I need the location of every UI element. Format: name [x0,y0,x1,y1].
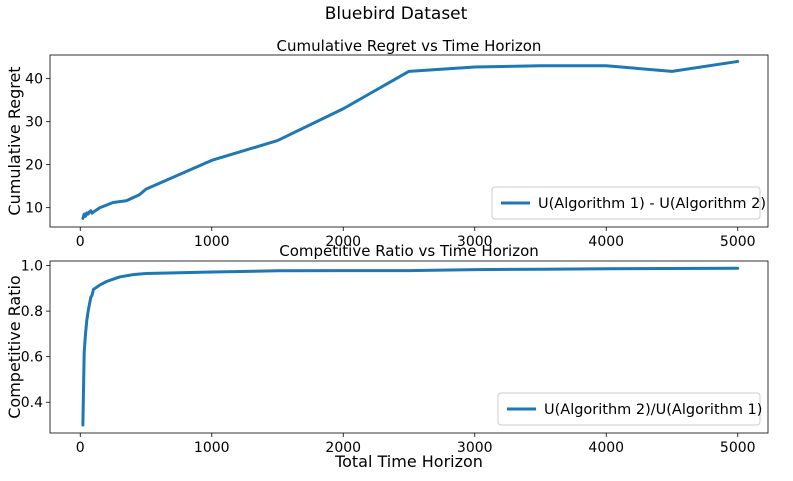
plot-area [49,54,769,228]
x-tick-label: 3000 [457,234,493,250]
x-tick-label: 0 [76,234,85,250]
legend: U(Algorithm 2)/U(Algorithm 1) [497,392,762,426]
x-tick-label: 1000 [194,234,230,250]
y-tick-label: 0.4 [21,395,43,411]
chart-title: Cumulative Regret vs Time Horizon [277,37,542,55]
plot-area [49,260,769,434]
x-tick-label: 0 [76,440,85,456]
series-line [81,266,740,427]
x-tick-label: 4000 [588,234,624,250]
legend-label: U(Algorithm 1) - U(Algorithm 2) [538,196,766,212]
figure-title: Bluebird Dataset [325,4,468,24]
x-tick-label: 5000 [720,440,756,456]
y-tick-label: 20 [25,158,43,174]
legend-box [497,392,761,426]
y-tick-label: 1.0 [21,259,43,275]
x-tick-label: 4000 [588,440,624,456]
competitive-ratio-chart: Competitive Ratio vs Time Horizon 0 1000 20… [5,242,769,471]
x-tick-label: 5000 [720,234,756,250]
y-tick-label: 0.6 [21,350,43,366]
x-tick-label: 2000 [325,440,361,456]
regret-chart: Cumulative Regret vs Time Horizon 0 1000 20… [5,37,769,250]
y-tick-label: 0.8 [21,304,43,320]
y-tick-label: 40 [25,72,43,88]
legend-box [491,186,761,220]
y-axis-label: Cumulative Regret [5,66,24,215]
x-tick-label: 2000 [325,234,361,250]
y-tick-label: 30 [25,115,43,131]
x-tick-label: 3000 [457,440,493,456]
legend-label: U(Algorithm 2)/U(Algorithm 1) [544,402,762,418]
y-axis-label: Competitive Ratio [5,275,24,418]
y-tick-label: 10 [25,201,43,217]
x-tick-label: 1000 [194,440,230,456]
legend: U(Algorithm 1) - U(Algorithm 2) [491,186,766,220]
chart-title: Competitive Ratio vs Time Horizon [279,242,539,260]
series-line [81,59,740,220]
x-axis-label: Total Time Horizon [334,452,483,471]
